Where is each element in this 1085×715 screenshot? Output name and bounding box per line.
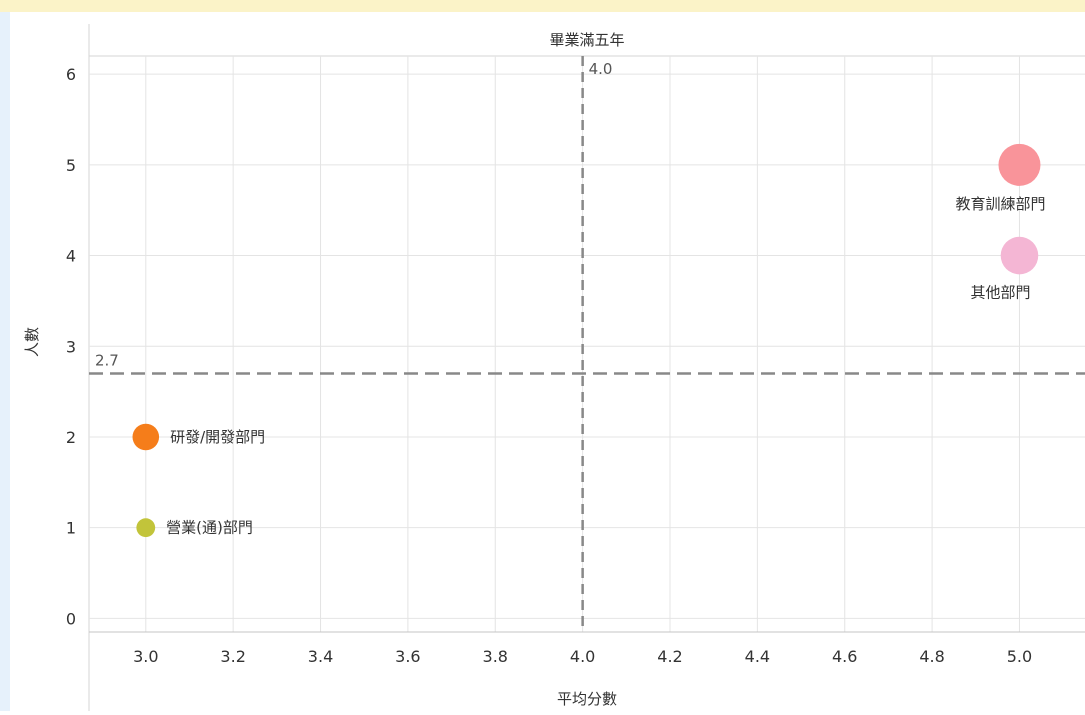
- chart-title: 畢業滿五年: [549, 31, 624, 49]
- y-tick-label: 0: [66, 609, 76, 628]
- data-point: [136, 518, 156, 538]
- data-point-label: 研發/開發部門: [170, 428, 265, 446]
- x-axis-title: 平均分數: [557, 690, 617, 708]
- y-reference-label: 2.7: [95, 351, 119, 369]
- x-tick-label: 5.0: [1007, 647, 1032, 666]
- x-tick-label: 3.0: [133, 647, 158, 666]
- x-tick-label: 4.4: [745, 647, 770, 666]
- x-tick-label: 4.2: [657, 647, 682, 666]
- y-tick-label: 5: [66, 156, 76, 175]
- left-frame: [0, 12, 10, 711]
- data-point: [132, 423, 160, 451]
- data-point-label: 教育訓練部門: [955, 195, 1045, 213]
- x-tick-label: 3.6: [395, 647, 420, 666]
- x-reference-label: 4.0: [589, 60, 613, 78]
- y-tick-label: 1: [66, 519, 76, 538]
- y-tick-label: 3: [66, 337, 76, 356]
- grid: [89, 56, 1085, 632]
- y-tick-label: 6: [66, 65, 76, 84]
- x-tick-label: 3.8: [483, 647, 508, 666]
- scatter-chart: 畢業滿五年 3.0 3.2 3.4 3.6 3.8 4.0 4.2 4.4 4.6 4.8 5.0 0…: [23, 24, 1085, 711]
- data-point: [1000, 236, 1039, 275]
- x-tick-label: 4.0: [570, 647, 595, 666]
- x-tick-label: 4.8: [919, 647, 944, 666]
- axes: 3.0 3.2 3.4 3.6 3.8 4.0 4.2 4.4 4.6 4.8 5.0 0 1 2 3 4 5 6: [66, 65, 1085, 666]
- x-tick-label: 4.6: [832, 647, 857, 666]
- data-point-label: 營業(通)部門: [166, 519, 253, 537]
- y-tick-label: 2: [66, 428, 76, 447]
- x-tick-label: 3.4: [308, 647, 333, 666]
- chart-header: 畢業滿五年: [88, 24, 1085, 711]
- data-point-label: 其他部門: [970, 283, 1030, 301]
- chart-panel: 畢業滿五年 3.0 3.2 3.4 3.6 3.8 4.0 4.2 4.4 4.6 4.8 5.0 0…: [10, 12, 1085, 711]
- y-axis-title: 人數: [23, 327, 41, 357]
- y-tick-label: 4: [66, 247, 76, 266]
- x-tick-label: 3.2: [220, 647, 245, 666]
- reference-lines: 4.0 2.7: [89, 56, 1085, 632]
- data-point: [998, 143, 1041, 186]
